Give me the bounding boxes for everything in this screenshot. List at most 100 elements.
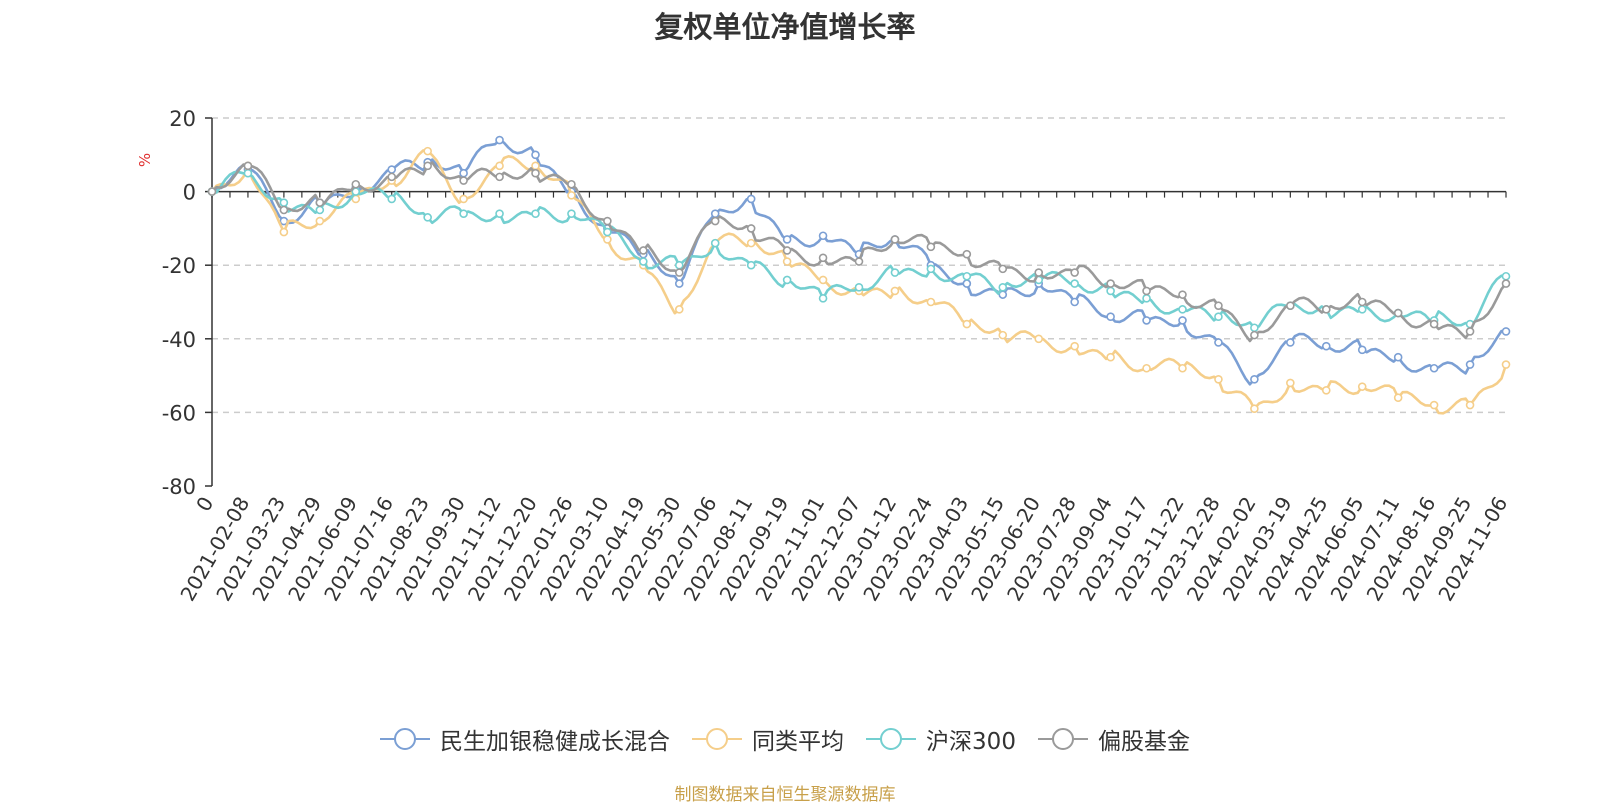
data-point [1034,334,1044,344]
series-line [210,149,1508,415]
data-point [315,198,325,207]
source-note: 制图数据来自恒生聚源数据库 [674,785,896,805]
y-tick-label: -20 [162,254,196,278]
chart-title: 复权单位净值增长率 [654,10,916,44]
data-point [746,260,756,270]
series-1 [207,146,1511,415]
legend-label: 偏股基金 [1097,729,1190,755]
data-point [1070,341,1079,351]
data-point [962,249,972,259]
data-point [1465,327,1475,336]
data-point [926,297,936,307]
series-lines [207,135,1511,415]
data-point [782,275,792,285]
data-point [603,235,612,244]
data-point [1357,382,1367,391]
data-point [495,135,504,145]
data-point [459,194,468,204]
data-point [1142,286,1151,296]
data-point [998,282,1008,292]
y-tick-label: -80 [162,475,196,499]
data-point [1501,271,1511,281]
data-point [1106,312,1115,322]
data-point [495,172,504,182]
data-point [962,271,972,281]
data-point [1321,305,1331,314]
data-point [423,213,432,222]
data-point [998,330,1008,340]
data-point [1465,400,1475,410]
data-point [1034,268,1044,277]
data-point [1286,301,1295,310]
data-point [818,253,828,263]
data-point [674,260,684,270]
data-point [710,216,720,226]
data-point [1357,345,1367,355]
data-point [890,235,900,244]
data-point [1142,294,1151,303]
data-point [387,165,397,174]
data-point [1106,286,1115,296]
data-point [351,179,361,189]
data-point [1250,330,1259,340]
data-point [1106,279,1115,288]
data-point [639,246,648,255]
data-point [1321,341,1331,351]
data-point [387,194,397,204]
data-point [1501,279,1511,288]
data-point [279,198,289,207]
legend-swatch [380,728,431,750]
data-point [1286,338,1295,347]
data-point [279,227,289,237]
data-point [1142,316,1151,325]
legend-item[interactable]: 沪深300 [866,722,1016,756]
legend-swatch [692,728,743,750]
data-point [854,282,864,292]
data-point [890,286,900,296]
data-point [890,268,900,277]
data-point [1106,352,1115,362]
data-point [567,209,576,218]
data-point [818,231,828,241]
legend-swatch [1037,728,1088,750]
legend-label: 同类平均 [752,729,845,755]
data-point [495,161,504,171]
data-point [818,294,828,303]
legend-label: 沪深300 [926,729,1016,755]
data-point [1465,360,1475,369]
data-point [1250,404,1259,414]
legend-swatch [866,728,917,750]
data-point [1429,319,1439,329]
data-point [782,235,792,244]
data-point [1393,352,1403,362]
data-point [674,279,684,288]
data-point [423,161,432,171]
data-point [1070,279,1079,288]
data-point [243,161,253,171]
data-point [1178,290,1187,299]
data-point [674,305,684,314]
data-point [459,168,468,178]
data-point [746,238,756,248]
data-point [639,257,648,266]
data-point [423,146,432,156]
data-point [746,194,756,204]
data-point [962,319,972,329]
data-point [926,242,936,252]
data-point [854,257,864,266]
data-point [1501,327,1511,336]
data-point [1178,316,1187,325]
legend-item[interactable]: 偏股基金 [1037,722,1190,756]
data-point [1393,393,1403,402]
data-point [926,264,936,274]
legend: 民生加银稳健成长混合 同类平均 沪深300 偏股基金 [0,722,1570,756]
y-tick-label: 0 [183,181,196,205]
data-point [998,264,1008,274]
legend-item[interactable]: 民生加银稳健成长混合 [380,722,670,756]
data-point [782,257,792,266]
data-point [1321,386,1331,395]
legend-item[interactable]: 同类平均 [692,722,844,756]
tick-labels: 200-20-40-60-80%02021-02-082021-03-23202… [136,107,1512,605]
data-point [1070,268,1079,277]
series-3 [207,161,1511,343]
